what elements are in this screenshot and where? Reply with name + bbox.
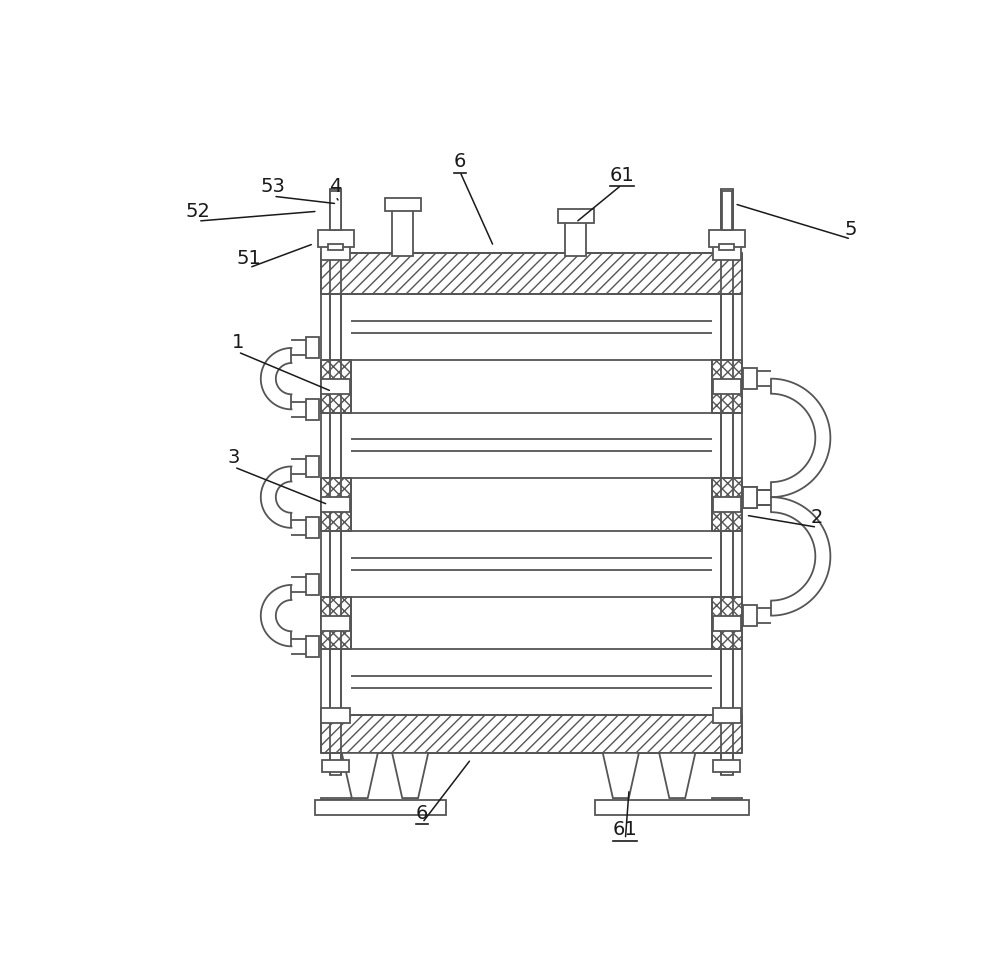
Bar xyxy=(321,798,351,799)
Bar xyxy=(712,479,742,531)
Bar xyxy=(315,799,446,815)
Bar xyxy=(322,760,349,773)
Bar xyxy=(306,517,319,538)
Bar xyxy=(318,231,354,246)
Bar xyxy=(321,253,742,294)
Bar xyxy=(306,456,319,477)
Text: 4: 4 xyxy=(330,177,342,196)
Text: 61: 61 xyxy=(613,821,638,839)
Bar xyxy=(321,360,351,412)
Bar xyxy=(743,487,757,508)
Bar xyxy=(306,636,319,657)
Bar xyxy=(321,245,350,260)
Bar xyxy=(722,191,732,231)
Bar xyxy=(712,597,742,650)
Text: 52: 52 xyxy=(186,202,210,221)
Bar xyxy=(709,231,745,246)
Text: 51: 51 xyxy=(237,249,262,268)
Bar xyxy=(595,799,749,815)
Text: 6: 6 xyxy=(416,804,428,823)
Text: 2: 2 xyxy=(811,508,823,528)
Bar xyxy=(330,191,341,231)
Text: 1: 1 xyxy=(232,333,244,352)
Bar xyxy=(392,207,413,256)
Bar xyxy=(713,616,741,631)
Bar xyxy=(321,379,350,394)
Bar xyxy=(558,209,594,223)
Bar xyxy=(328,243,343,250)
Polygon shape xyxy=(659,753,695,798)
Bar xyxy=(712,798,742,799)
Bar xyxy=(385,197,421,211)
Bar xyxy=(321,616,350,631)
Polygon shape xyxy=(603,753,639,798)
Bar xyxy=(330,189,341,776)
Bar xyxy=(713,707,741,723)
Bar xyxy=(321,497,350,512)
Bar xyxy=(306,399,319,420)
Bar xyxy=(321,707,350,723)
Bar xyxy=(743,368,757,389)
Text: 53: 53 xyxy=(261,177,286,196)
Bar xyxy=(321,715,742,753)
Bar xyxy=(721,189,733,776)
Polygon shape xyxy=(342,753,378,798)
Bar xyxy=(713,760,740,773)
Bar xyxy=(306,337,319,359)
Bar xyxy=(719,243,734,250)
Bar xyxy=(713,379,741,394)
Text: 5: 5 xyxy=(845,220,857,239)
Bar xyxy=(743,605,757,626)
Polygon shape xyxy=(392,753,428,798)
Bar xyxy=(713,497,741,512)
Text: 61: 61 xyxy=(609,166,634,185)
Bar xyxy=(713,245,741,260)
Bar xyxy=(321,479,351,531)
Bar xyxy=(565,215,586,256)
Text: 3: 3 xyxy=(228,448,240,467)
Bar xyxy=(743,487,757,508)
Text: 6: 6 xyxy=(454,152,466,171)
Bar xyxy=(712,360,742,412)
Bar xyxy=(321,597,351,650)
Bar xyxy=(306,574,319,595)
